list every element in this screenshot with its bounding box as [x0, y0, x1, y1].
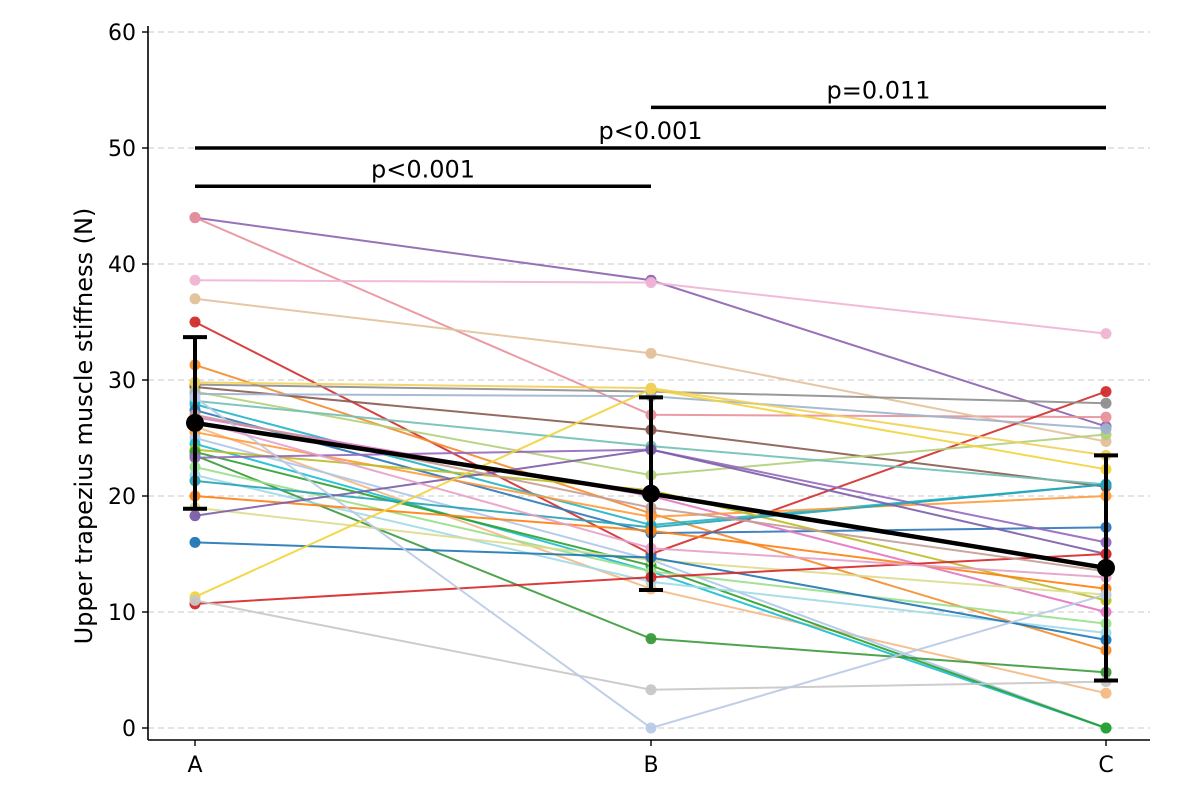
y-tick-label-10: 10	[108, 601, 136, 626]
subject-point-21-B	[645, 633, 657, 645]
subject-point-4-B	[645, 347, 657, 359]
y-tick-label-40: 40	[108, 253, 136, 278]
subject-point-2-C	[1100, 411, 1112, 423]
subject-point-20-C	[1100, 722, 1112, 734]
subject-point-10-C	[1100, 423, 1112, 435]
subject-point-4-A	[189, 293, 201, 305]
y-tick-label-30: 30	[108, 369, 136, 394]
subject-point-33-B	[645, 722, 657, 734]
subject-point-7-C	[1100, 397, 1112, 409]
mean-point-B	[642, 484, 660, 503]
subject-point-15-C	[1100, 687, 1112, 699]
subject-line-32	[194, 599, 1107, 691]
subject-point-2-A	[189, 212, 201, 224]
significance-label-2: p<0.001	[598, 117, 702, 145]
y-tick-label-0: 0	[122, 717, 136, 742]
y-axis-title: Upper trapezius muscle stiffness (N)	[70, 208, 98, 645]
significance-bars: p<0.001 p<0.001 p=0.011	[195, 76, 1106, 189]
subject-point-3-A	[189, 274, 201, 286]
subject-point-32-B	[645, 684, 657, 696]
significance-label-3: p=0.011	[826, 76, 930, 104]
subject-point-29-A	[189, 536, 201, 548]
subject-point-5-C	[1100, 386, 1112, 398]
x-tick-label-C: C	[1098, 753, 1113, 778]
subject-point-3-C	[1100, 328, 1112, 340]
significance-label-1: p<0.001	[371, 155, 475, 183]
y-tick-label-20: 20	[108, 485, 136, 510]
subject-line-3	[194, 279, 1107, 335]
x-tick-label-A: A	[187, 753, 202, 778]
subject-point-28-A	[189, 510, 201, 522]
y-tick-label-60: 60	[108, 21, 136, 46]
mean-series	[183, 335, 1118, 683]
subject-point-5-A	[189, 316, 201, 328]
subject-point-3-B	[645, 277, 657, 289]
mean-point-C	[1097, 558, 1115, 577]
y-tick-label-50: 50	[108, 137, 136, 162]
mean-point-A	[186, 413, 204, 432]
axes: 0 10 20 30 40 50 60 A B C	[108, 21, 1150, 778]
subject-point-34-B	[645, 382, 657, 394]
x-tick-label-B: B	[643, 753, 658, 778]
subject-point-32-A	[189, 594, 201, 606]
